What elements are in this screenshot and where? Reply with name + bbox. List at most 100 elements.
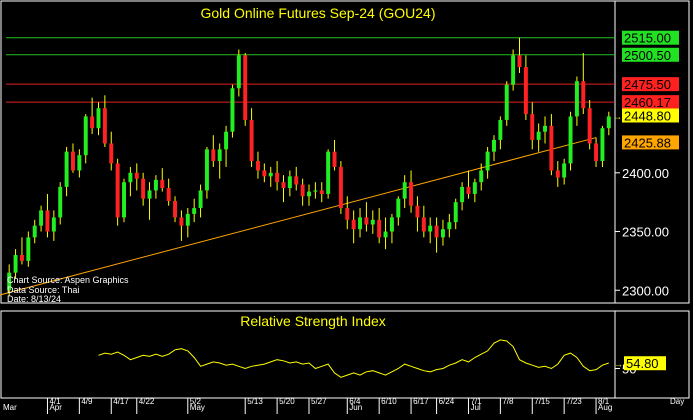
candle-body <box>287 176 292 189</box>
candle-body <box>460 186 465 203</box>
candle-body <box>530 114 535 140</box>
candle-body <box>64 151 69 187</box>
candle-body <box>45 210 50 232</box>
level-label-bg <box>622 95 679 110</box>
candle-body <box>543 125 547 132</box>
candle-body <box>523 67 528 115</box>
rsi-current-arrow: → <box>614 359 623 369</box>
date-tick-label: 4/17 <box>113 397 129 406</box>
date-tick-label: 4/1 <box>49 397 61 406</box>
current-price-label-bg <box>622 108 679 123</box>
candle-body <box>415 205 420 218</box>
candle-body <box>230 88 235 132</box>
date-tick-label: 5/2 <box>190 397 202 406</box>
candle-body <box>39 210 44 226</box>
date-tick-label: 6/4 <box>349 397 361 406</box>
candle-body <box>351 219 356 230</box>
candle-body <box>600 128 605 162</box>
candle-body <box>453 202 458 223</box>
candle-body <box>555 170 560 178</box>
source-line-date: Date: 8/13/24 <box>7 294 61 304</box>
price-tick-label: 2350.00 <box>622 225 669 240</box>
candle-body <box>141 178 146 199</box>
rsi-panel <box>0 310 690 399</box>
candle-body <box>409 182 414 206</box>
candle-body <box>224 131 229 150</box>
date-tick-label: 8/1 <box>598 397 610 406</box>
candle-body <box>281 182 286 189</box>
x-axis-unit: Day <box>670 397 684 406</box>
candle-body <box>249 119 254 162</box>
candle-body <box>511 55 516 85</box>
candle-body <box>96 108 101 129</box>
level-label-bg <box>622 47 679 62</box>
candle-body <box>243 55 248 120</box>
candle-body <box>587 108 592 144</box>
price-tick-label: 2400.00 <box>622 166 669 181</box>
rsi-line <box>98 339 609 378</box>
candle-body <box>421 217 426 232</box>
candlestick-series <box>7 37 611 297</box>
candle-body <box>275 172 280 183</box>
candle-body <box>32 225 37 238</box>
candle-body <box>504 84 509 120</box>
candle-body <box>581 81 586 109</box>
candle-body <box>485 151 490 171</box>
rsi-current-label: 54.80 <box>626 356 659 371</box>
candle-body <box>211 149 216 162</box>
candle-body <box>166 188 171 201</box>
candle-body <box>262 170 267 177</box>
candle-body <box>134 172 139 179</box>
source-note: Chart Source: Aspen Graphics Data Source… <box>7 275 129 304</box>
candle-body <box>307 191 311 197</box>
date-tick-label: 6/17 <box>413 397 429 406</box>
candle-body <box>102 108 107 144</box>
date-tick-label: 5/20 <box>279 397 295 406</box>
candle-body <box>568 116 573 164</box>
candle-body <box>109 143 114 164</box>
candle-body <box>294 176 299 185</box>
candle-body <box>319 190 324 194</box>
candle-body <box>13 255 18 273</box>
candle-body <box>83 116 88 156</box>
candle-body <box>19 255 24 261</box>
candle-body <box>173 200 178 218</box>
date-tick-label: 5/13 <box>247 397 263 406</box>
price-y-axis: 2300.00 2350.00 2400.00 <box>615 166 669 298</box>
date-tick-label: 6/24 <box>439 397 455 406</box>
rsi-value-label: 54.80→ <box>614 356 666 371</box>
level-label: 2515.00 <box>624 31 671 46</box>
month-label: May <box>190 403 205 412</box>
candle-body <box>383 231 388 238</box>
date-tick-label: 6/10 <box>381 397 397 406</box>
candle-body <box>447 222 452 230</box>
candle-body <box>51 217 56 232</box>
candle-body <box>7 272 12 291</box>
candle-body <box>562 163 567 178</box>
candle-body <box>389 217 394 232</box>
date-tick-label: 7/8 <box>502 397 514 406</box>
candle-body <box>122 182 126 218</box>
candle-body <box>492 139 496 152</box>
candle-body <box>153 179 158 191</box>
candle-body <box>217 149 222 162</box>
support-trendline <box>0 137 597 296</box>
candle-body <box>498 119 503 140</box>
candle-body <box>396 198 401 218</box>
candle-body <box>26 237 31 261</box>
candle-body <box>536 131 541 140</box>
candle-body <box>198 190 203 209</box>
candle-body <box>128 172 133 183</box>
candle-body <box>472 182 477 194</box>
date-tick-label: 7/23 <box>566 397 582 406</box>
date-tick-label: 7/1 <box>470 397 482 406</box>
rsi-title: Relative Strength Index <box>240 313 386 329</box>
candle-body <box>377 219 382 238</box>
candle-body <box>268 172 273 177</box>
candle-body <box>185 213 190 226</box>
candle-body <box>204 149 209 191</box>
candle-body <box>434 225 439 238</box>
